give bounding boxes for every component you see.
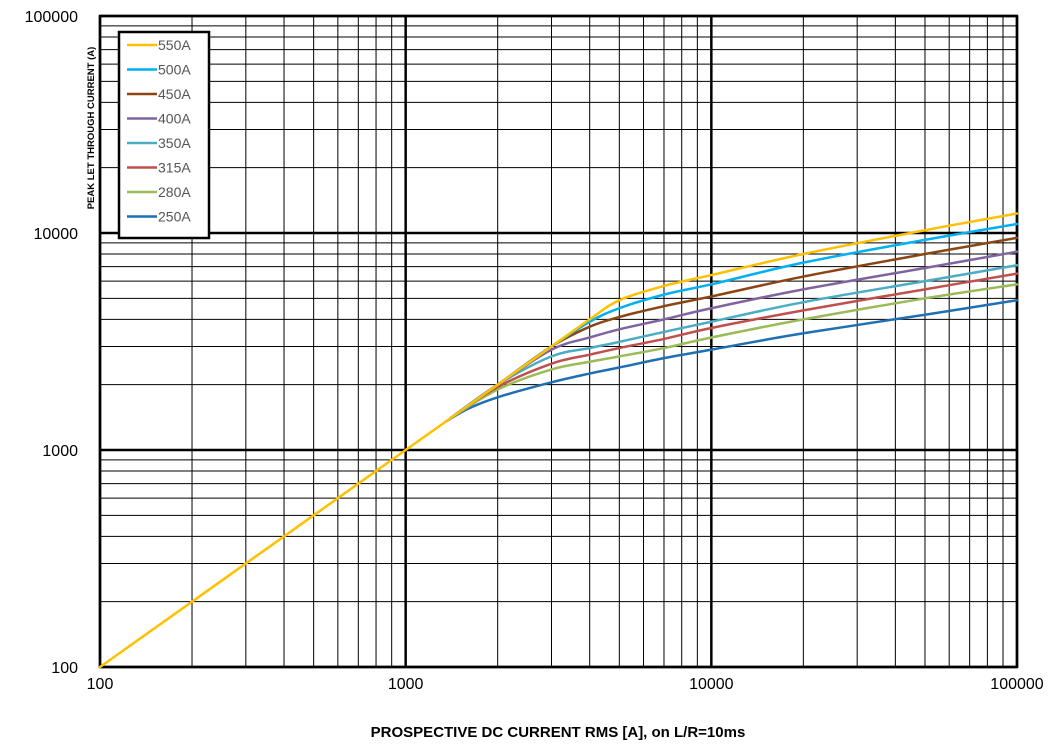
legend-entry: 250A <box>127 209 191 225</box>
y-tick-labels: 100 1000 10000 100000 <box>25 9 78 677</box>
legend-entry: 280A <box>127 184 191 200</box>
series-layer <box>98 212 1019 669</box>
series-line-250A <box>444 298 1019 423</box>
series-line-450A <box>449 236 1019 420</box>
legend-label: 450A <box>158 86 191 102</box>
plot-frame <box>98 14 1019 669</box>
x-tick-labels: 100 1000 10000 100000 <box>87 676 1044 693</box>
legend-entry: 550A <box>127 37 191 53</box>
legend-box <box>117 30 211 240</box>
y-tick-label: 100 <box>51 660 78 677</box>
legend-label: 280A <box>158 184 191 200</box>
y-axis-label: PEAK LET THROUGH CURRENT (A) <box>86 47 97 210</box>
x-axis-label: PROSPECTIVE DC CURRENT RMS [A], on L/R=1… <box>371 724 746 741</box>
legend-label: 550A <box>158 37 191 53</box>
y-tick-label: 100000 <box>25 9 78 26</box>
legend-label: 500A <box>158 62 191 78</box>
legend-entry: 500A <box>127 62 191 78</box>
series-line-280A <box>449 283 1019 420</box>
series-line-350A <box>449 264 1019 420</box>
legend-entry: 400A <box>127 111 191 127</box>
legend-entry: 315A <box>127 160 191 176</box>
plot-border <box>98 14 1019 669</box>
series-line-400A <box>449 250 1019 420</box>
series-line-315A <box>449 272 1019 420</box>
y-tick-label: 1000 <box>42 443 78 460</box>
grid-minor <box>100 16 1017 667</box>
legend-label: 315A <box>158 160 191 176</box>
x-tick-label: 100000 <box>990 676 1043 693</box>
legend-label: 350A <box>158 135 191 151</box>
legend-entry: 350A <box>127 135 191 151</box>
y-tick-label: 10000 <box>34 226 79 243</box>
series-line-550A <box>98 212 1019 669</box>
x-tick-label: 1000 <box>388 676 424 693</box>
legend-label: 400A <box>158 111 191 127</box>
legend: 550A 500A 450A 400A 350A 315A 280A 250A <box>117 30 211 240</box>
legend-label: 250A <box>158 209 191 225</box>
legend-entry: 450A <box>127 86 191 102</box>
x-tick-label: 100 <box>87 676 114 693</box>
x-tick-label: 10000 <box>689 676 734 693</box>
